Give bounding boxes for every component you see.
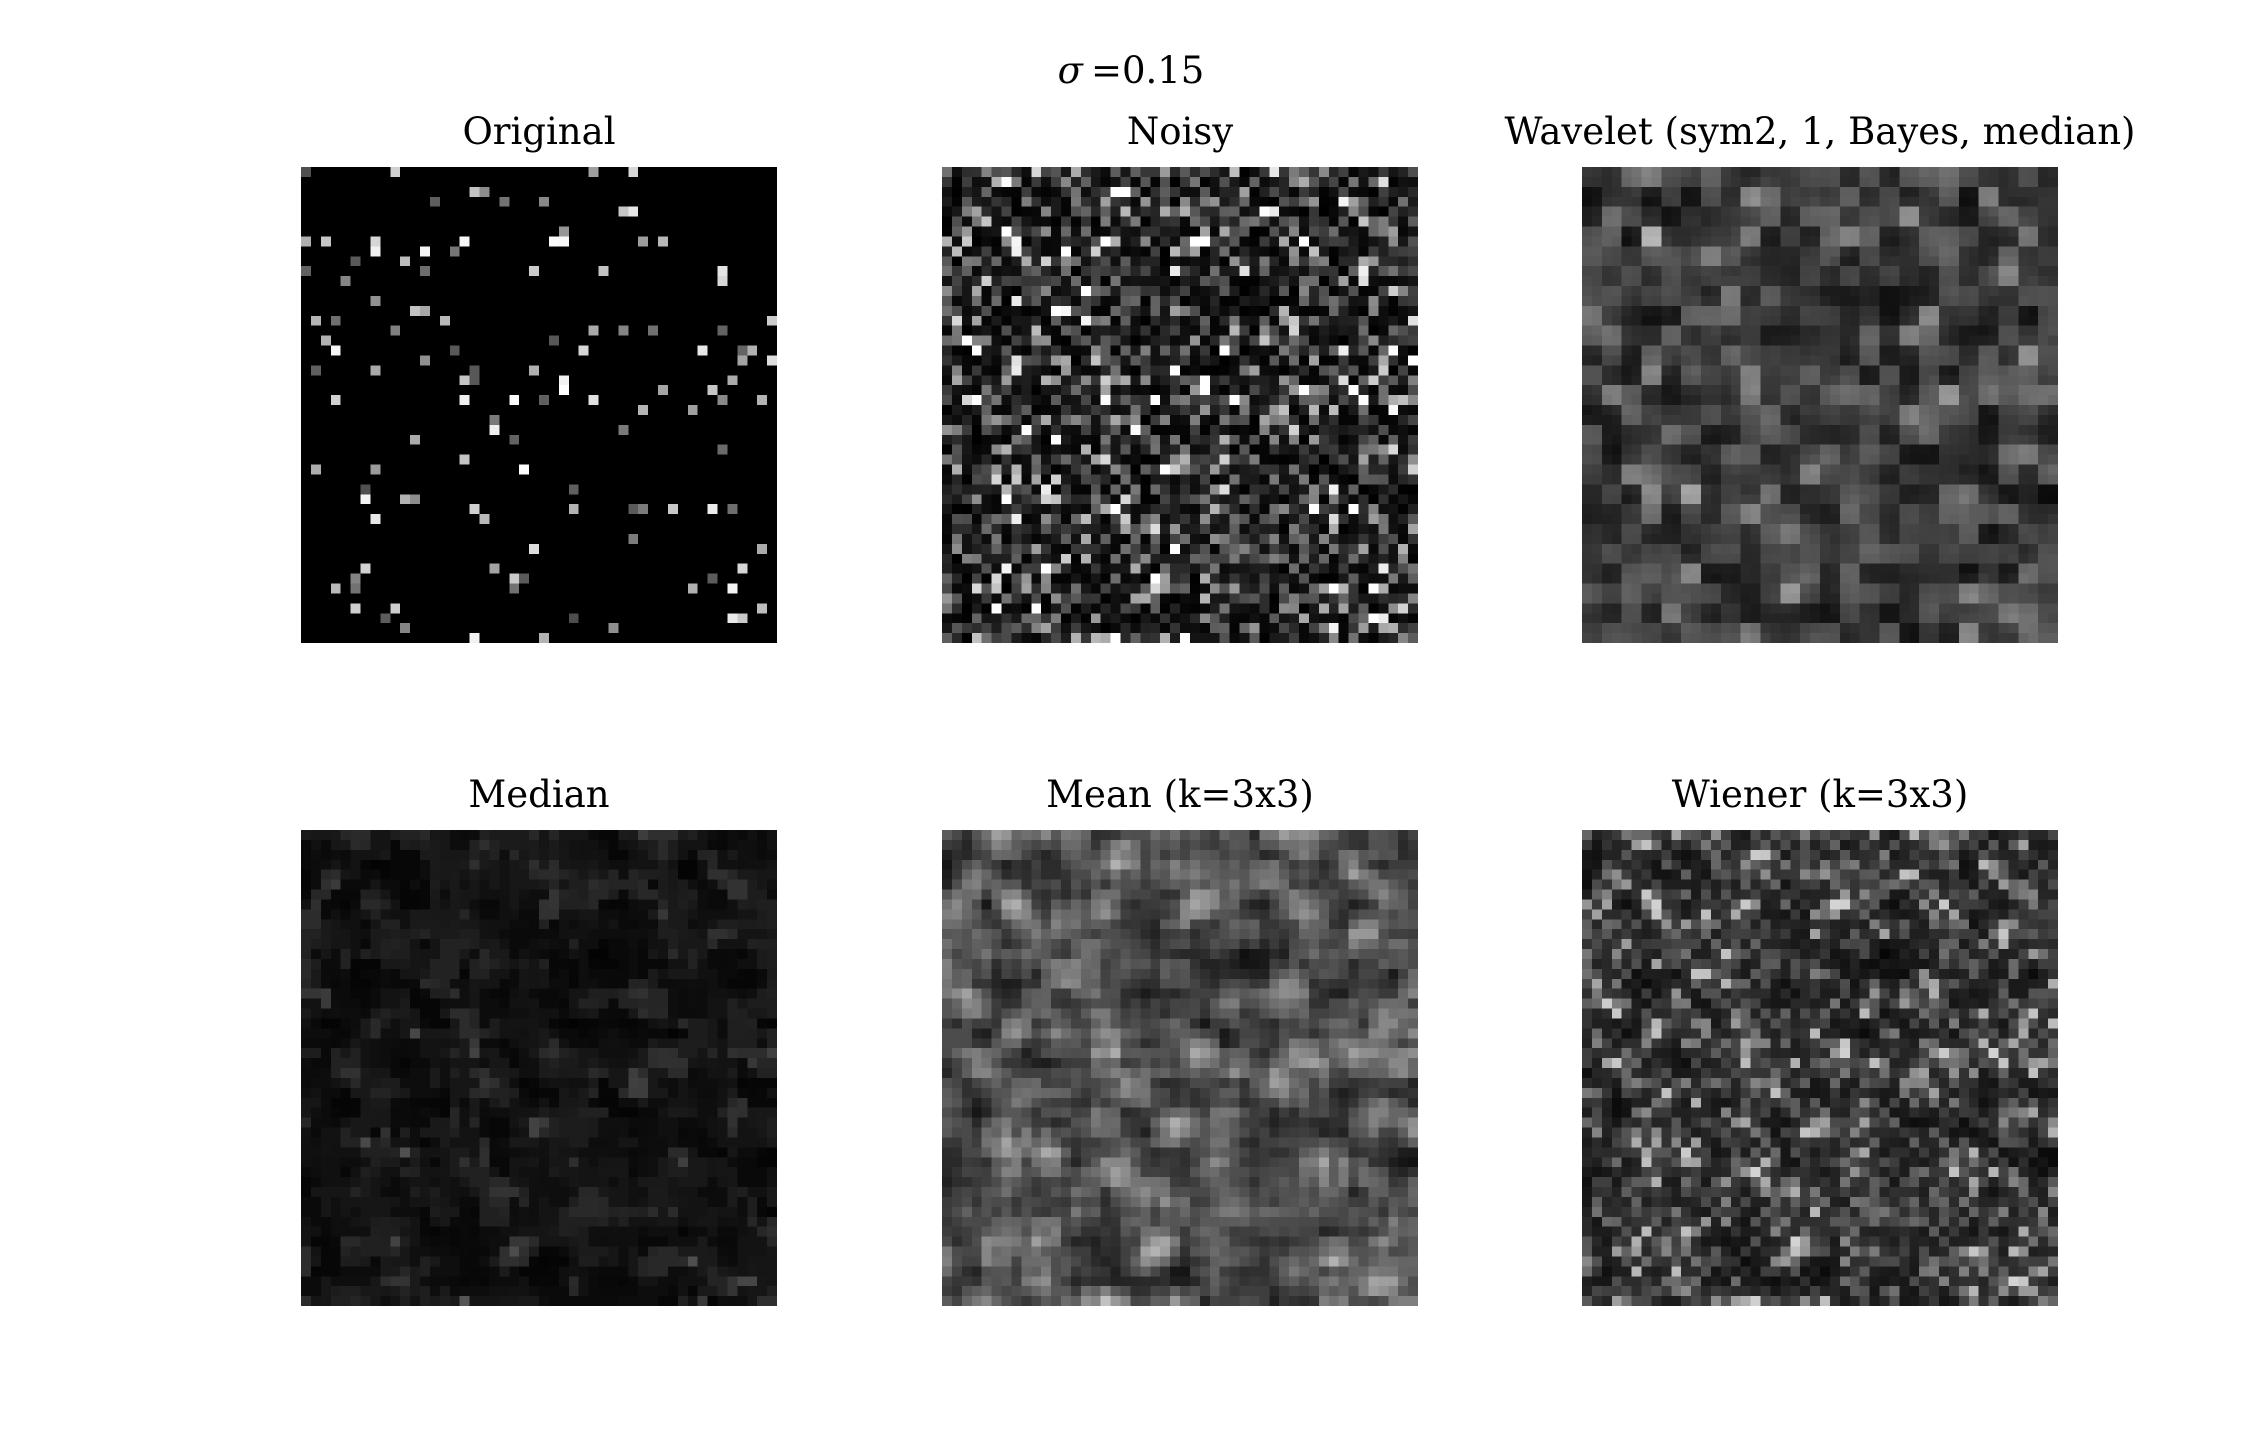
panel-title-mean: Mean (k=3x3) — [1046, 773, 1314, 816]
panel-wiener: Wiener (k=3x3) — [1582, 773, 2058, 1306]
panel-wavelet: Wavelet (sym2, 1, Bayes, median) — [1505, 110, 2135, 643]
panel-original: Original — [301, 110, 777, 643]
sigma-symbol: σ — [1057, 49, 1083, 92]
panel-median: Median — [301, 773, 777, 1306]
wiener-image — [1582, 830, 2058, 1306]
mean-image — [942, 830, 1418, 1306]
wavelet-image — [1582, 167, 2058, 643]
original-image — [301, 167, 777, 643]
panel-title-wiener: Wiener (k=3x3) — [1671, 773, 1969, 816]
noisy-image — [942, 167, 1418, 643]
sigma-value: =0.15 — [1090, 49, 1205, 92]
median-image — [301, 830, 777, 1306]
panel-mean: Mean (k=3x3) — [942, 773, 1418, 1306]
panel-noisy: Noisy — [942, 110, 1418, 643]
figure-suptitle: σ =0.15 — [0, 46, 2262, 96]
panel-title-median: Median — [468, 773, 610, 816]
panel-title-original: Original — [462, 110, 616, 153]
panel-title-noisy: Noisy — [1126, 110, 1234, 153]
panel-title-wavelet: Wavelet (sym2, 1, Bayes, median) — [1504, 110, 2136, 153]
